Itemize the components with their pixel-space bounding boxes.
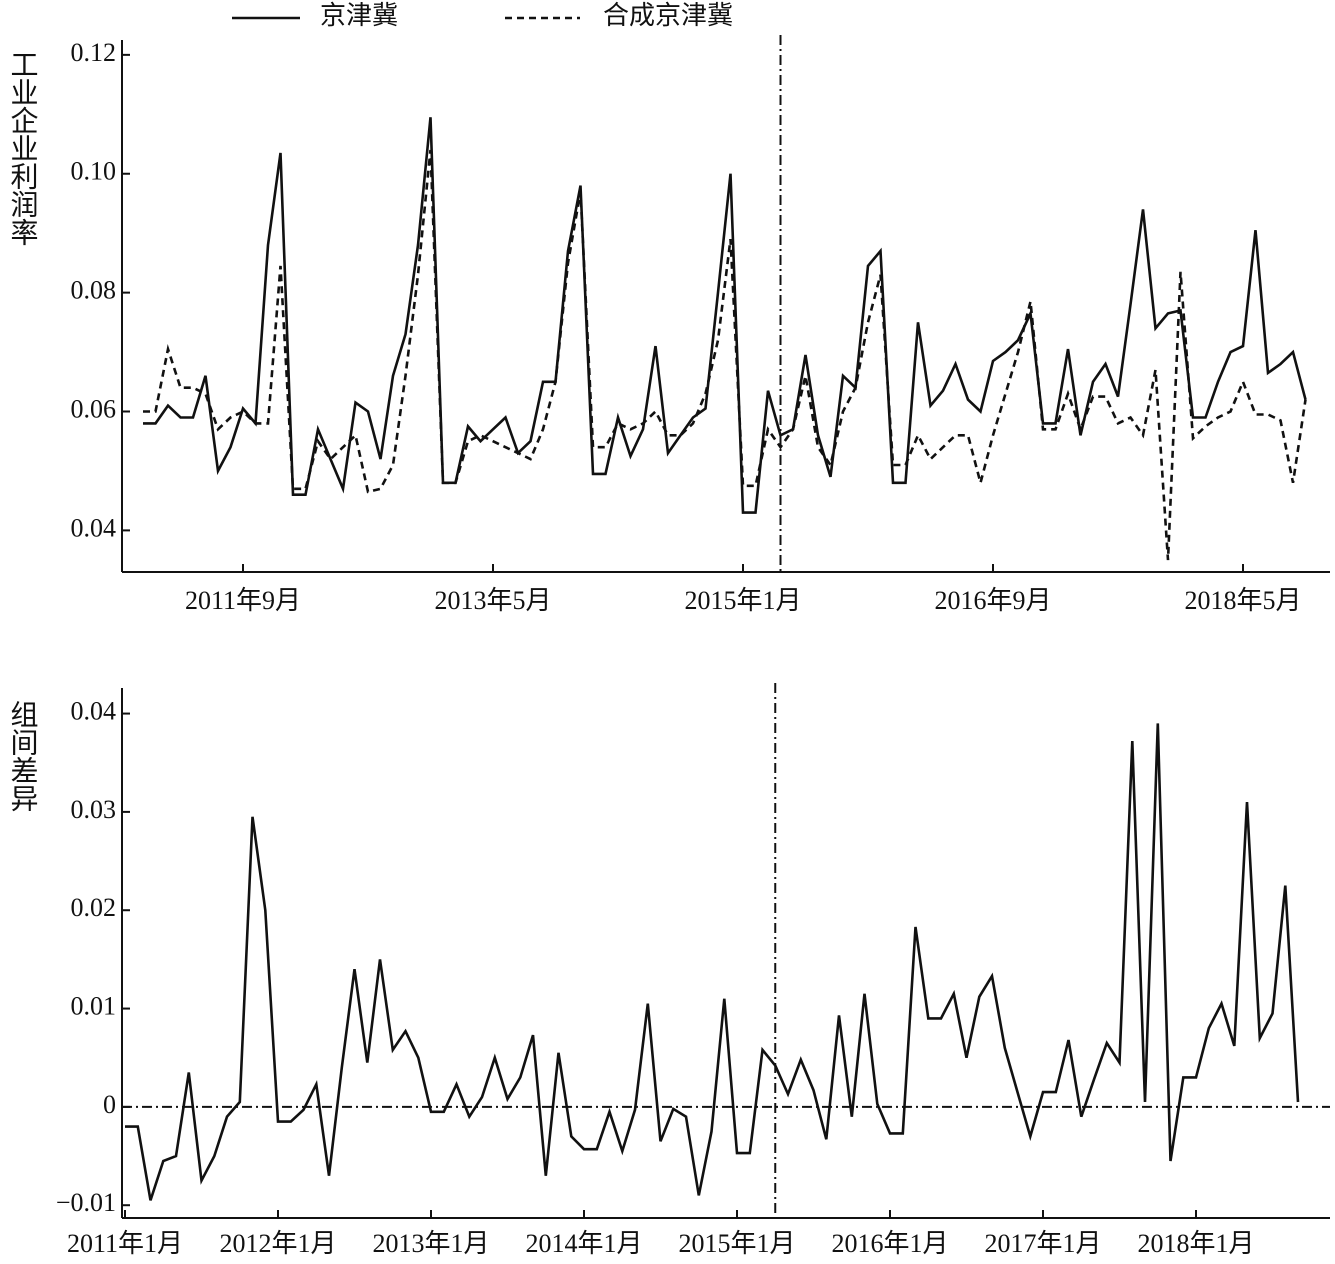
y-axis-label: 组间差异 <box>7 700 38 812</box>
y-tick-label: 0.10 <box>71 157 117 186</box>
data-line <box>143 117 1307 514</box>
y-tick-label: −0.01 <box>56 1188 116 1217</box>
y-tick-label: 0.02 <box>71 893 117 922</box>
x-tick-label: 2016年9月 <box>934 586 1051 615</box>
x-tick-label: 2013年5月 <box>434 586 551 615</box>
x-tick-label: 2011年1月 <box>67 1229 183 1258</box>
y-tick-label: 0.03 <box>71 795 117 824</box>
data-line <box>125 723 1300 1201</box>
x-tick-label: 2016年1月 <box>831 1229 948 1258</box>
x-tick-label: 2017年1月 <box>984 1229 1101 1258</box>
y-tick-label: 0.06 <box>71 394 117 423</box>
y-tick-label: 0.01 <box>71 992 117 1021</box>
x-tick-label: 2014年1月 <box>525 1229 642 1258</box>
x-tick-label: 2015年1月 <box>678 1229 795 1258</box>
y-tick-label: 0.04 <box>71 513 117 542</box>
x-tick-label: 2018年1月 <box>1137 1229 1254 1258</box>
x-tick-label: 2013年1月 <box>372 1229 489 1258</box>
x-tick-label: 2015年1月 <box>684 586 801 615</box>
legend-label: 合成京津冀 <box>603 1 733 30</box>
y-axis-label: 工业企业利润率 <box>7 50 39 246</box>
y-tick-label: 0.08 <box>71 276 117 305</box>
data-line <box>143 149 1307 561</box>
y-tick-label: 0 <box>103 1090 116 1119</box>
x-tick-label: 2011年9月 <box>185 586 301 615</box>
x-tick-label: 2012年1月 <box>219 1229 336 1258</box>
x-tick-label: 2018年5月 <box>1184 586 1301 615</box>
y-tick-label: 0.04 <box>71 697 117 726</box>
legend-label: 京津冀 <box>320 1 398 30</box>
y-tick-label: 0.12 <box>71 38 117 67</box>
